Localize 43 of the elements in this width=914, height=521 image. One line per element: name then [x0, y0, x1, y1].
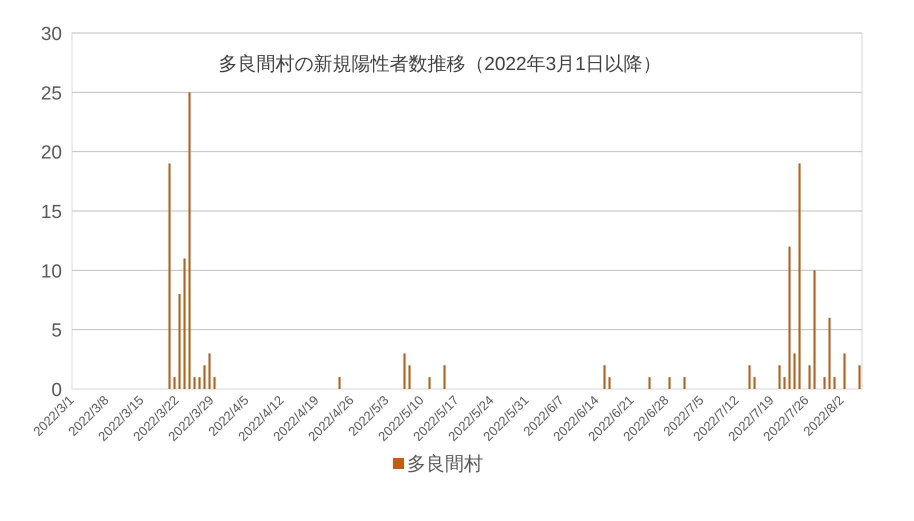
bar: [608, 377, 610, 389]
bar: [784, 377, 786, 389]
bar: [668, 377, 670, 389]
bar: [814, 270, 816, 389]
y-tick-label: 30: [40, 24, 62, 45]
y-tick-label: 0: [51, 380, 62, 401]
bar: [844, 353, 846, 389]
bar: [194, 377, 196, 389]
bar: [858, 365, 860, 389]
y-tick-label: 25: [40, 83, 62, 104]
bar: [198, 377, 200, 389]
bar: [428, 377, 430, 389]
bar: [208, 353, 210, 389]
bar: [174, 377, 176, 389]
bar: [168, 164, 170, 389]
bar: [834, 377, 836, 389]
legend-label: 多良間村: [407, 453, 483, 475]
bar: [748, 365, 750, 389]
bar: [778, 365, 780, 389]
bar: [798, 164, 800, 389]
bar: [188, 92, 190, 389]
text: 多良間村の新規陽性者数推移（2022年3月1日以降）: [218, 53, 662, 75]
y-tick-label: 15: [40, 202, 62, 223]
y-tick-label: 20: [40, 142, 62, 164]
bar: [788, 246, 790, 389]
bar: [604, 365, 606, 389]
y-tick-label: 10: [40, 261, 62, 282]
bar: [178, 294, 180, 389]
y-tick-label: 5: [51, 320, 62, 342]
bar: [824, 377, 826, 389]
bar: [404, 353, 406, 389]
bar: [408, 365, 410, 389]
bar: [444, 365, 446, 389]
bar: [794, 353, 796, 389]
bar: [338, 377, 340, 389]
bar: [808, 365, 810, 389]
bar: [684, 377, 686, 389]
bar: [214, 377, 216, 389]
bar: [648, 377, 650, 389]
bar: [204, 365, 206, 389]
bar: [754, 377, 756, 389]
bar: [184, 258, 186, 389]
bar: [828, 318, 830, 389]
